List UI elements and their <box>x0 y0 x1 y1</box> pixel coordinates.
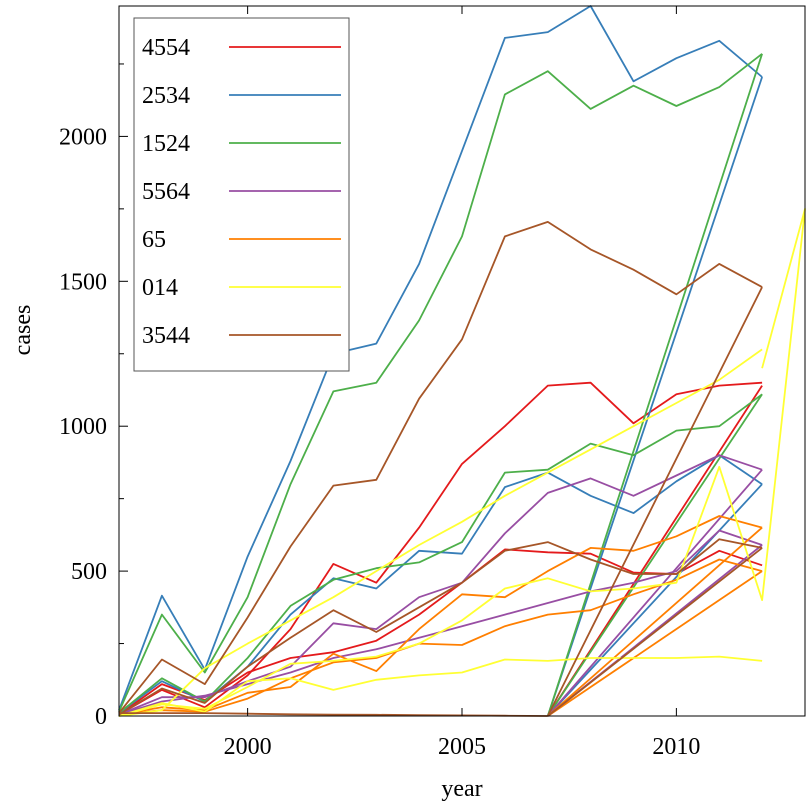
y-axis-title: cases <box>10 305 36 356</box>
series-line-65-3 <box>547 570 763 717</box>
series-line-65-0 <box>118 515 763 716</box>
series-line-1524-0 <box>118 53 763 713</box>
series-line-4554-1 <box>118 381 763 716</box>
y-tick-label: 1000 <box>59 414 107 440</box>
series-line-1524-3 <box>547 393 763 717</box>
x-tick-label: 2000 <box>224 734 272 760</box>
series-line-2534-0 <box>118 5 763 711</box>
series-line-1524-2 <box>546 53 763 717</box>
series-line-3544-3 <box>546 286 763 717</box>
series-line-3544-0 <box>118 220 763 714</box>
series-line-3544-1 <box>118 538 763 716</box>
x-axis-title: year <box>441 776 482 802</box>
series-line-014-0 <box>118 348 763 717</box>
series-line-3544-4 <box>547 547 763 717</box>
series-line-014-2 <box>118 207 806 717</box>
legend: 4554 2534 1524 5564 65 014 3544 <box>133 17 350 372</box>
legend-label-65: 65 <box>142 227 166 253</box>
legend-box <box>133 17 350 372</box>
plot-lines <box>118 5 806 717</box>
legend-label-014: 014 <box>142 275 178 301</box>
y-tick-label: 0 <box>95 704 107 730</box>
y-tick-label: 1500 <box>59 269 107 295</box>
legend-label-4554: 4554 <box>142 35 190 61</box>
series-line-014-1 <box>118 655 763 717</box>
legend-label-3544: 3544 <box>142 323 190 349</box>
legend-label-2534: 2534 <box>142 83 190 109</box>
y-tick-label: 500 <box>71 559 107 585</box>
series-line-1524-1 <box>118 393 763 714</box>
series-line-65-1 <box>118 558 763 716</box>
axes: 2000 2005 2010 0 500 1000 1500 2000 <box>59 6 700 760</box>
x-tick-label: 2005 <box>438 734 486 760</box>
legend-label-1524: 1524 <box>142 131 190 157</box>
x-tick-label: 2010 <box>652 734 700 760</box>
series-line-2534-3 <box>547 483 763 717</box>
legend-label-5564: 5564 <box>142 179 190 205</box>
series-line-65-2 <box>547 526 763 717</box>
series-line-2534-2 <box>546 76 763 717</box>
series-line-5564-2 <box>547 469 763 717</box>
y-tick-label: 2000 <box>59 124 107 150</box>
